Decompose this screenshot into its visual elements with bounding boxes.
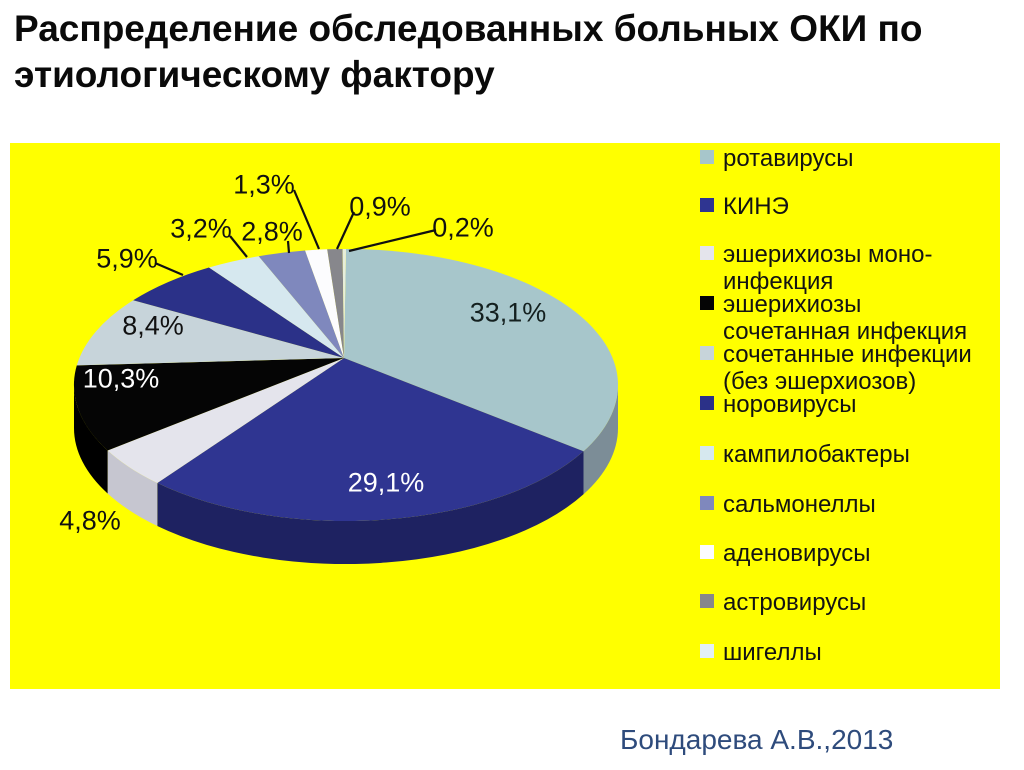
legend-swatch-kine — [700, 198, 714, 212]
leader-line-salmonelly — [286, 240, 291, 254]
legend-item-adenovirusy: аденовирусы — [700, 540, 973, 567]
legend-label-campylobactery: кампилобактеры — [723, 441, 910, 468]
pie-label-escherichiosis-mixed: 10,3% — [83, 364, 160, 394]
legend-label-norovirusy: норовирусы — [723, 391, 857, 418]
leader-line-shigelly — [348, 228, 437, 253]
legend-swatch-escherichiosis-mono — [700, 246, 714, 260]
pie-label-norovirusy: 5,9% — [96, 244, 158, 274]
pie-label-astrovirusy: 0,9% — [349, 192, 411, 222]
legend-swatch-escherichiosis-mixed — [700, 296, 714, 310]
legend-item-rotavirusy: ротавирусы — [700, 145, 973, 172]
legend-swatch-astrovirusy — [700, 594, 714, 608]
pie-label-escherichiosis-mono: 4,8% — [59, 506, 121, 536]
pie-slice-side-kine — [157, 451, 584, 565]
legend-label-kine: КИНЭ — [723, 193, 789, 220]
pie-slice-escherichiosis-mono — [107, 358, 344, 483]
legend-item-campylobactery: кампилобактеры — [700, 441, 973, 468]
legend-item-norovirusy: норовирусы — [700, 391, 973, 418]
pie-slice-side-escherichiosis-mono — [107, 450, 158, 526]
pie-slice-mixed-no-escherichiosis — [76, 300, 345, 366]
pie-slice-salmonelly — [258, 250, 344, 358]
legend-swatch-mixed-no-escherichiosis — [700, 346, 714, 360]
attribution-text: Бондарева А.В.,2013 — [620, 724, 894, 755]
legend-label-astrovirusy: астровирусы — [723, 589, 867, 616]
pie-slice-rotavirusy — [344, 249, 619, 452]
pie-slice-side-rotavirusy — [583, 385, 618, 495]
pie-label-campylobactery: 3,2% — [170, 214, 232, 244]
legend-item-salmonelly: сальмонеллы — [700, 491, 973, 518]
legend-item-mixed-no-escherichiosis: сочетанные инфекции (без эшерхиозов) — [700, 341, 973, 395]
legend-label-escherichiosis-mono: эшерихиозы моно- инфекция — [723, 241, 933, 295]
leader-line-norovirusy — [154, 261, 184, 277]
pie-slice-side-escherichiosis-mixed — [73, 385, 108, 494]
legend-swatch-adenovirusy — [700, 545, 714, 559]
leader-line-adenovirusy — [292, 189, 321, 250]
legend-swatch-campylobactery — [700, 446, 714, 460]
legend-swatch-rotavirusy — [700, 150, 714, 164]
legend-item-escherichiosis-mixed: эшерихиозы сочетанная инфекция — [700, 291, 973, 345]
leader-line-campylobactery — [229, 235, 248, 258]
pie-slice-kine — [157, 358, 584, 522]
legend-label-escherichiosis-mixed: эшерихиозы сочетанная инфекция — [723, 291, 968, 345]
legend-swatch-salmonelly — [700, 496, 714, 510]
slide-title: Распределение обследованных больных ОКИ … — [14, 8, 923, 96]
leader-line-astrovirusy — [336, 211, 355, 250]
legend-item-astrovirusy: астровирусы — [700, 589, 973, 616]
legend-label-shigelly: шигеллы — [723, 639, 822, 666]
pie-label-kine: 29,1% — [348, 468, 425, 498]
legend-item-shigelly: шигеллы — [700, 639, 973, 666]
pie-slice-norovirusy — [133, 267, 344, 358]
pie-slice-adenovirusy — [305, 249, 344, 358]
legend-item-kine: КИНЭ — [700, 193, 973, 220]
pie-label-mixed-no-escherichiosis: 8,4% — [122, 311, 184, 341]
pie-label-rotavirusy: 33,1% — [470, 298, 547, 328]
pie-label-shigelly: 0,2% — [432, 213, 494, 243]
pie-slice-campylobactery — [209, 256, 344, 358]
legend-item-escherichiosis-mono: эшерихиозы моно- инфекция — [700, 241, 973, 295]
legend-label-salmonelly: сальмонеллы — [723, 491, 876, 518]
legend-label-adenovirusy: аденовирусы — [723, 540, 871, 567]
pie-slice-escherichiosis-mixed — [73, 358, 344, 451]
pie-label-salmonelly: 2,8% — [241, 217, 303, 247]
pie-slice-astrovirusy — [327, 249, 344, 358]
legend-swatch-norovirusy — [700, 396, 714, 410]
legend-label-mixed-no-escherichiosis: сочетанные инфекции (без эшерхиозов) — [723, 341, 972, 395]
pie-label-adenovirusy: 1,3% — [233, 170, 295, 200]
legend-label-rotavirusy: ротавирусы — [723, 145, 854, 172]
legend-swatch-shigelly — [700, 644, 714, 658]
pie-slice-shigelly — [342, 248, 346, 358]
chart-legend: ротавирусы КИНЭ эшерихиозы моно- инфекция э… — [700, 0, 1000, 770]
